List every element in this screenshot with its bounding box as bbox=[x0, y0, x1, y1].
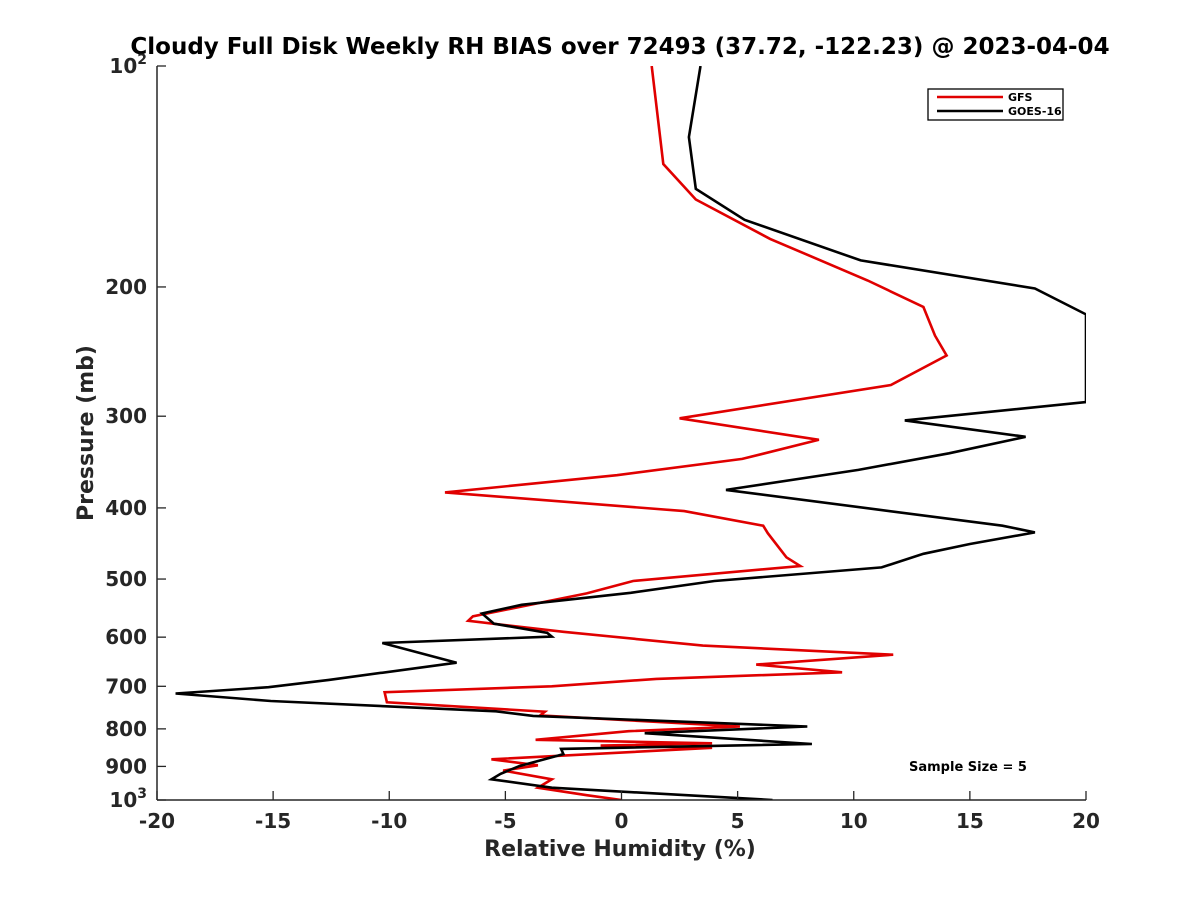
x-tick-label: 0 bbox=[615, 809, 629, 833]
y-tick-label: 700 bbox=[105, 674, 147, 698]
chart-title: Cloudy Full Disk Weekly RH BIAS over 724… bbox=[130, 34, 1109, 60]
x-tick-label: -5 bbox=[494, 809, 516, 833]
y-axis: 102 200 300 400 500 600 700 800 900 103 bbox=[105, 52, 166, 812]
y-tick-label: 500 bbox=[105, 567, 147, 591]
x-tick-label: 15 bbox=[956, 809, 984, 833]
y-tick-label: 600 bbox=[105, 625, 147, 649]
x-axis: -20 -15 -10 -5 0 5 10 15 20 bbox=[139, 791, 1100, 833]
x-tick-label: 20 bbox=[1072, 809, 1100, 833]
x-axis-label: Relative Humidity (%) bbox=[484, 837, 756, 862]
x-tick-label: -10 bbox=[371, 809, 407, 833]
legend-box bbox=[927, 88, 1064, 121]
legend-label-gfs: GFS bbox=[1008, 91, 1033, 104]
y-tick-label: 400 bbox=[105, 496, 147, 520]
y-tick-label: 200 bbox=[105, 275, 147, 299]
y-tick-label: 103 bbox=[109, 786, 147, 812]
series-line-goes16 bbox=[175, 66, 1086, 800]
y-axis-label: Pressure (mb) bbox=[74, 345, 99, 521]
y-tick-label: 800 bbox=[105, 717, 147, 741]
y-tick-label: 900 bbox=[105, 754, 147, 778]
sample-size-annotation: Sample Size = 5 bbox=[909, 760, 1027, 775]
x-tick-label: 5 bbox=[731, 809, 745, 833]
y-tick-label: 300 bbox=[105, 404, 147, 428]
x-tick-label: -15 bbox=[255, 809, 291, 833]
x-tick-label: -20 bbox=[139, 809, 175, 833]
y-tick-label: 102 bbox=[109, 52, 147, 78]
legend-label-goes16: GOES-16 bbox=[1008, 105, 1062, 118]
plot-area bbox=[175, 66, 1086, 800]
legend: GFS GOES-16 bbox=[927, 88, 1064, 121]
x-tick-label: 10 bbox=[840, 809, 868, 833]
